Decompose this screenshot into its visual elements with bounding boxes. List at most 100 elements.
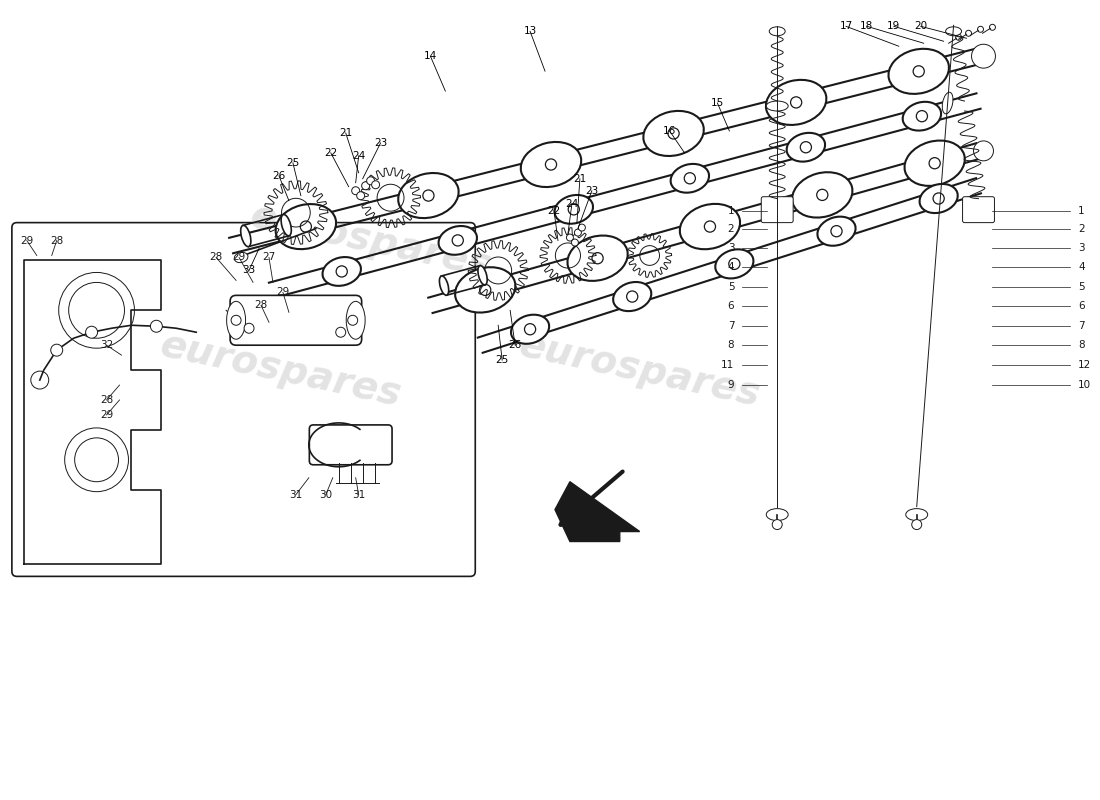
Text: 4: 4 — [1078, 262, 1085, 273]
Circle shape — [362, 182, 370, 190]
Text: 6: 6 — [728, 302, 735, 311]
Circle shape — [971, 44, 996, 68]
Ellipse shape — [568, 235, 628, 281]
Text: 1: 1 — [1078, 206, 1085, 216]
Text: 16: 16 — [663, 126, 676, 136]
Circle shape — [352, 186, 360, 194]
Text: 24: 24 — [352, 151, 365, 161]
Text: 22: 22 — [548, 206, 561, 216]
Text: 20: 20 — [914, 22, 927, 31]
Text: 5: 5 — [728, 282, 735, 292]
Ellipse shape — [903, 102, 942, 130]
Ellipse shape — [817, 217, 856, 246]
Ellipse shape — [554, 195, 593, 224]
Ellipse shape — [946, 27, 961, 36]
Ellipse shape — [455, 267, 516, 313]
Ellipse shape — [512, 314, 549, 344]
Text: eurospares: eurospares — [157, 326, 405, 414]
Ellipse shape — [680, 204, 740, 250]
Circle shape — [244, 323, 254, 334]
Circle shape — [348, 315, 358, 326]
Text: 21: 21 — [573, 174, 586, 184]
Text: 2: 2 — [1078, 223, 1085, 234]
Ellipse shape — [346, 302, 365, 339]
Text: 9: 9 — [728, 380, 735, 390]
Circle shape — [372, 181, 379, 189]
Circle shape — [912, 519, 922, 530]
Circle shape — [574, 229, 582, 236]
Circle shape — [31, 371, 48, 389]
Ellipse shape — [769, 27, 785, 36]
Text: 29: 29 — [232, 253, 245, 262]
FancyBboxPatch shape — [12, 222, 475, 576]
Text: 3: 3 — [1078, 242, 1085, 253]
Text: 19: 19 — [888, 22, 901, 31]
Text: 15: 15 — [711, 98, 724, 108]
Ellipse shape — [322, 257, 361, 286]
FancyBboxPatch shape — [761, 197, 793, 222]
Text: 26: 26 — [273, 170, 286, 181]
Circle shape — [51, 344, 63, 356]
Text: 21: 21 — [339, 128, 352, 138]
Circle shape — [151, 320, 163, 332]
Text: 13: 13 — [524, 26, 537, 36]
Ellipse shape — [234, 252, 248, 262]
Circle shape — [772, 519, 782, 530]
Text: 29: 29 — [20, 235, 33, 246]
Text: 7: 7 — [1078, 322, 1085, 331]
Text: 27: 27 — [263, 253, 276, 262]
Text: 1: 1 — [728, 206, 735, 216]
Text: 7: 7 — [728, 322, 735, 331]
Text: 14: 14 — [424, 51, 437, 61]
Text: 31: 31 — [289, 490, 302, 500]
Ellipse shape — [398, 173, 459, 218]
Ellipse shape — [889, 49, 949, 94]
FancyBboxPatch shape — [230, 295, 362, 345]
Text: eurospares: eurospares — [246, 197, 495, 285]
Circle shape — [366, 177, 375, 185]
Ellipse shape — [904, 141, 965, 186]
Text: 23: 23 — [374, 138, 387, 148]
Circle shape — [356, 192, 364, 200]
Text: 28: 28 — [51, 235, 64, 246]
Text: 11: 11 — [722, 360, 735, 370]
Text: 32: 32 — [100, 340, 113, 350]
Text: 25: 25 — [286, 158, 299, 168]
Text: eurospares: eurospares — [516, 326, 763, 414]
Circle shape — [86, 326, 98, 338]
Ellipse shape — [671, 164, 710, 193]
Ellipse shape — [439, 276, 449, 295]
Ellipse shape — [520, 142, 581, 187]
Ellipse shape — [767, 101, 789, 111]
Ellipse shape — [439, 226, 477, 254]
Text: 29: 29 — [100, 410, 113, 420]
Text: 28: 28 — [254, 300, 267, 310]
Text: 4: 4 — [728, 262, 735, 273]
FancyBboxPatch shape — [309, 425, 392, 465]
Text: 2: 2 — [728, 223, 735, 234]
Text: 30: 30 — [319, 490, 332, 500]
Text: 29: 29 — [276, 287, 289, 298]
Text: 5: 5 — [1078, 282, 1085, 292]
Text: 3: 3 — [728, 242, 735, 253]
Ellipse shape — [644, 111, 704, 156]
Text: 17: 17 — [839, 22, 853, 31]
Ellipse shape — [792, 172, 852, 218]
Circle shape — [566, 234, 573, 241]
Text: 33: 33 — [242, 266, 255, 275]
Text: 28: 28 — [209, 253, 223, 262]
Text: 22: 22 — [324, 148, 338, 158]
Text: 28: 28 — [100, 395, 113, 405]
Circle shape — [571, 239, 579, 246]
Text: 8: 8 — [1078, 340, 1085, 350]
Text: 12: 12 — [1078, 360, 1091, 370]
Ellipse shape — [786, 133, 825, 162]
FancyBboxPatch shape — [962, 197, 994, 222]
Ellipse shape — [715, 250, 754, 278]
Text: 23: 23 — [585, 186, 598, 196]
Circle shape — [231, 315, 241, 326]
Ellipse shape — [282, 214, 292, 236]
Ellipse shape — [766, 80, 826, 125]
Ellipse shape — [227, 302, 245, 339]
Circle shape — [579, 224, 585, 231]
